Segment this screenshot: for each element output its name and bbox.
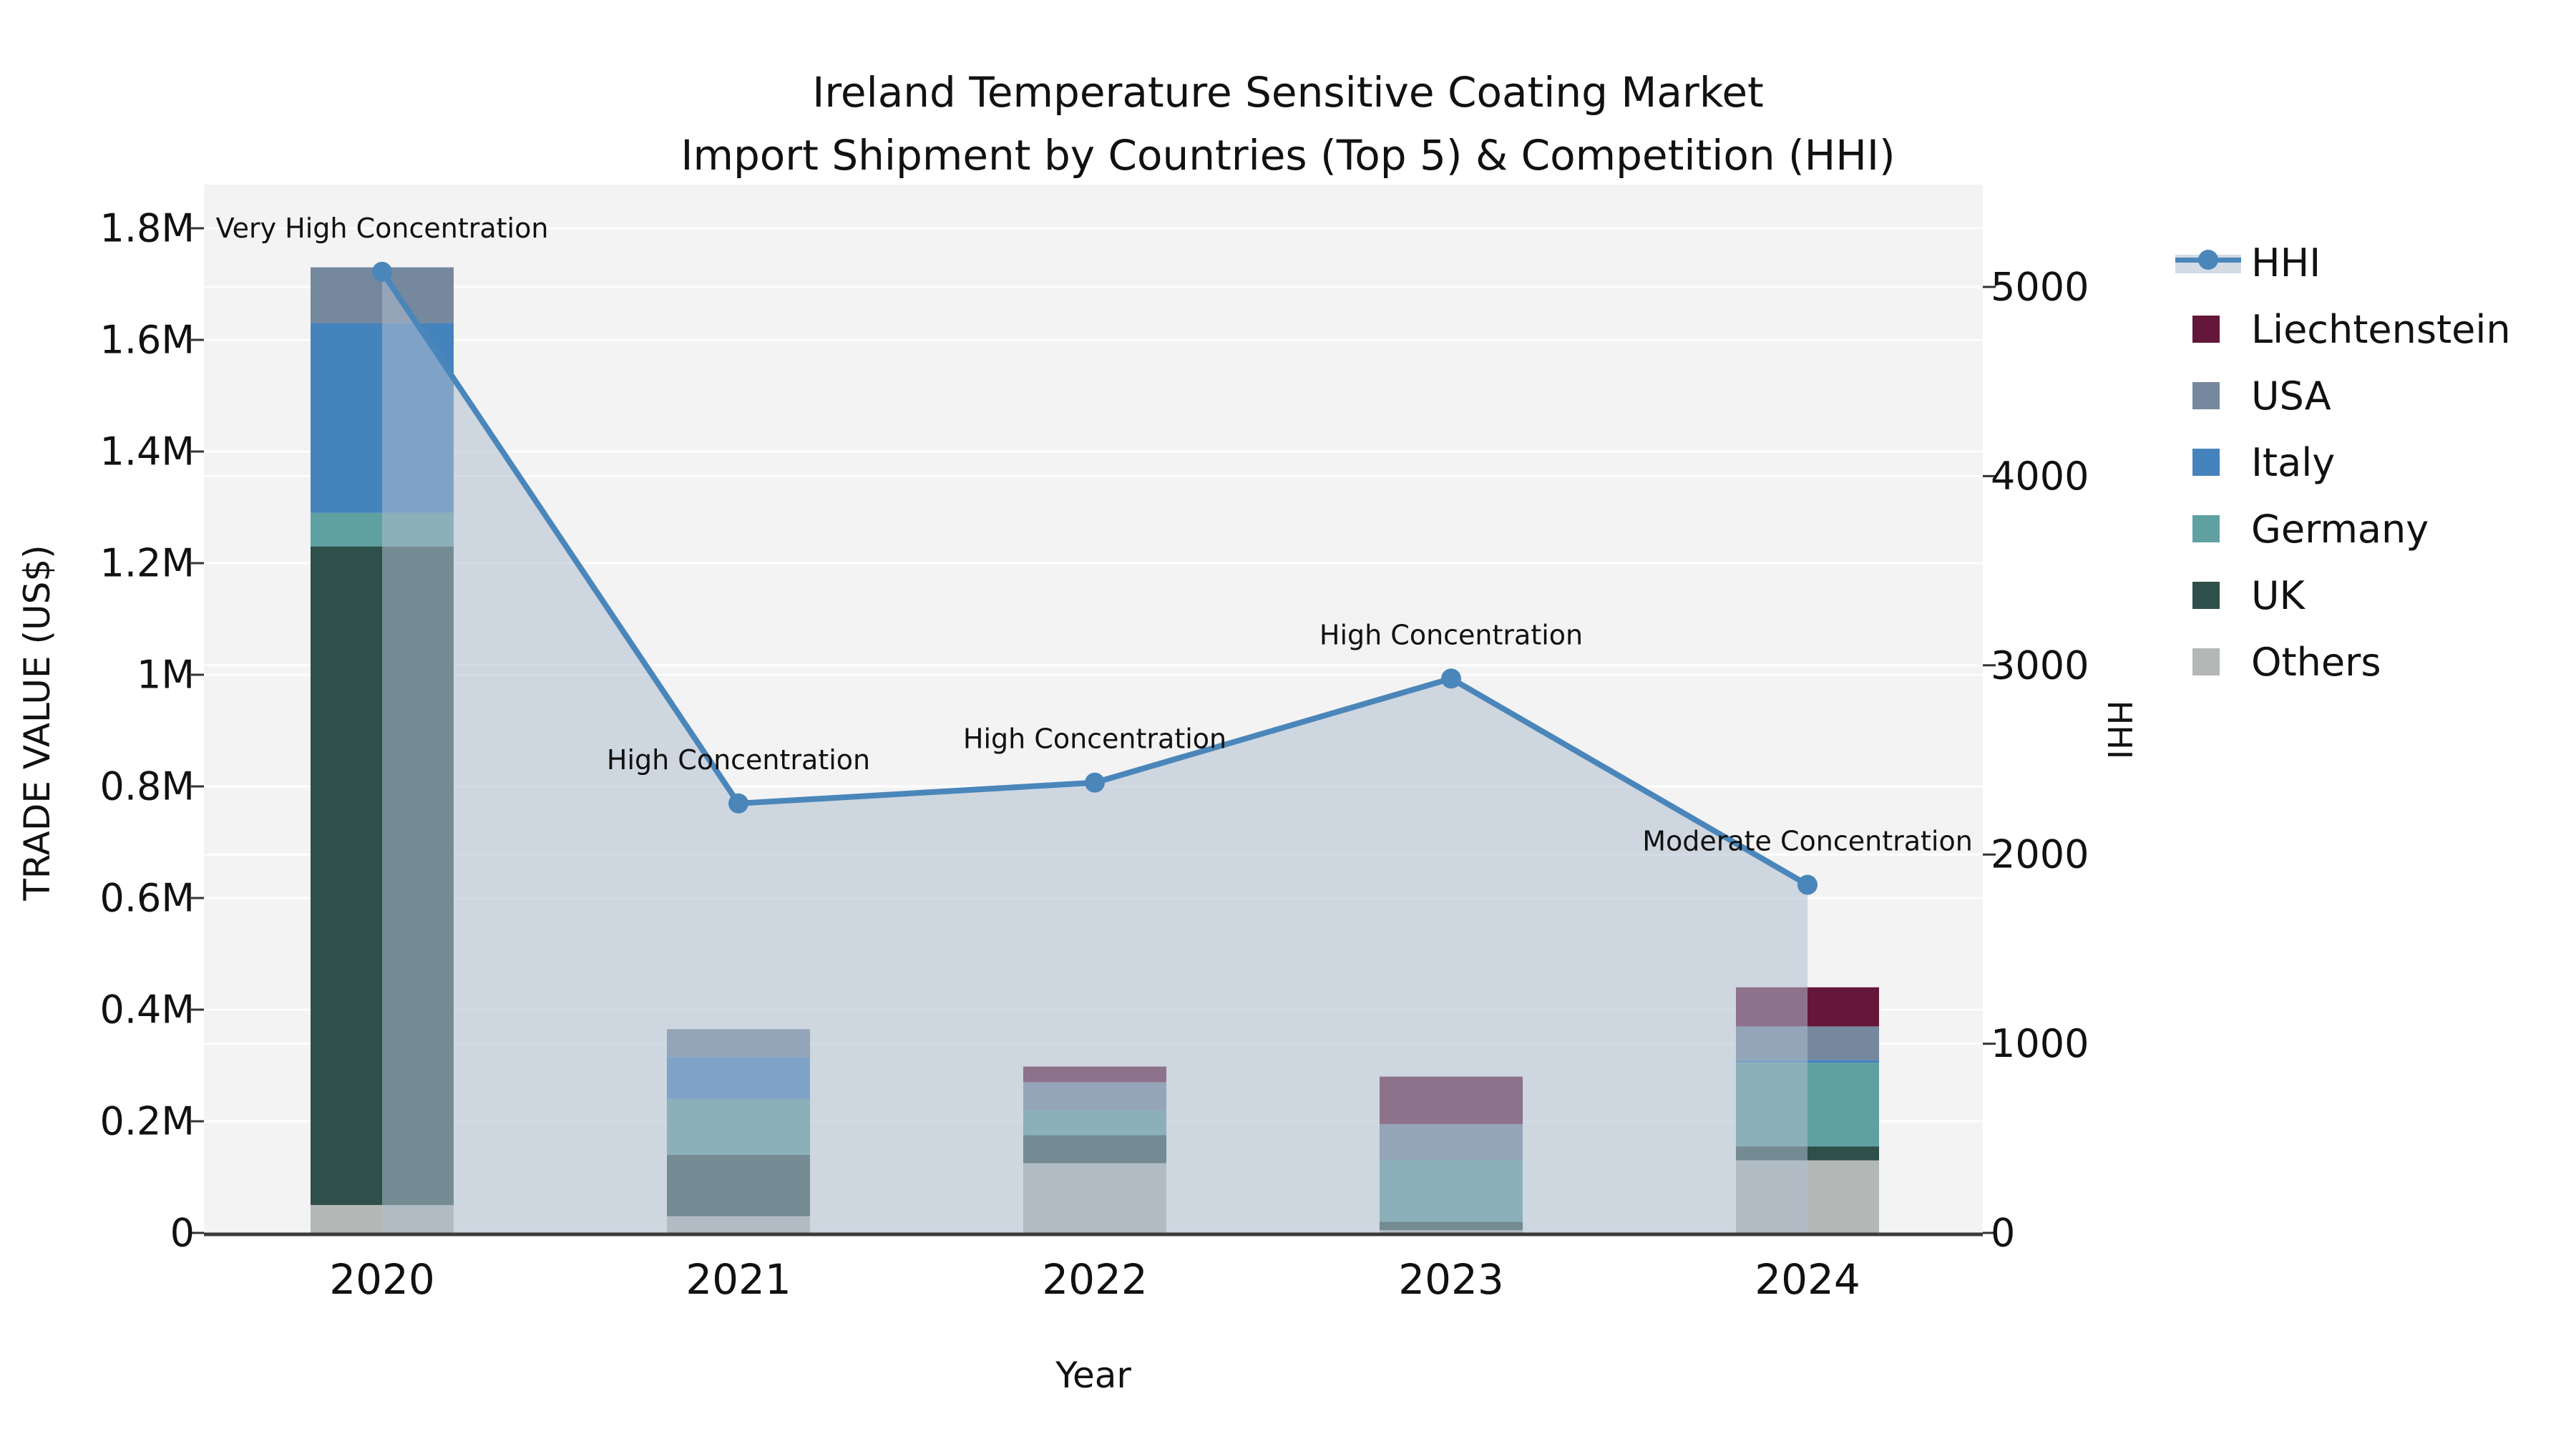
italy-color-swatch [2192, 449, 2220, 476]
legend-item-others: Others [2175, 640, 2511, 685]
y-left-tick-label-0: 0 [170, 1211, 195, 1256]
legend-label-uk: UK [2251, 572, 2305, 618]
x-tick-label-2022: 2022 [1042, 1255, 1148, 1304]
legend-label-germany: Germany [2251, 506, 2429, 552]
liechtenstein-color-swatch [2192, 316, 2220, 343]
y-left-tick-label-0.4M: 0.4M [100, 987, 195, 1033]
chart-title-line2: Import Shipment by Countries (Top 5) & C… [680, 131, 1896, 180]
y-left-tick-label-0.6M: 0.6M [100, 876, 195, 921]
y-right-tick-label-0: 0 [1991, 1211, 2015, 1256]
uk-color-swatch [2192, 582, 2220, 609]
y-left-tick-label-1.6M: 1.6M [100, 318, 195, 363]
germany-color-swatch [2192, 515, 2220, 542]
legend-item-germany: Germany [2175, 507, 2511, 552]
x-tick-label-2020: 2020 [329, 1255, 435, 1304]
hhi-area-fill [382, 271, 1807, 1233]
y-right-tick-label-5000: 5000 [1991, 265, 2089, 310]
hhi-marker-2022 [1085, 772, 1105, 793]
annotation-2020: Very High Concentration [216, 213, 549, 244]
hhi-marker-2023 [1441, 668, 1461, 689]
x-tick-label-2024: 2024 [1755, 1255, 1860, 1304]
legend: HHI Liechtenstein USA Italy Germany UK O… [2175, 240, 2511, 709]
others-color-swatch [2192, 648, 2220, 675]
y-right-tick-label-3000: 3000 [1991, 643, 2089, 688]
annotation-2021: High Concentration [607, 744, 870, 776]
legend-label-liechtenstein: Liechtenstein [2251, 306, 2511, 352]
x-axis-title: Year [1055, 1355, 1131, 1396]
x-tick-label-2023: 2023 [1398, 1255, 1504, 1304]
legend-label-hhi: HHI [2251, 240, 2321, 286]
legend-label-usa: USA [2251, 373, 2331, 419]
chart-title-line1: Ireland Temperature Sensitive Coating Ma… [812, 68, 1764, 117]
hhi-marker-2024 [1797, 874, 1818, 895]
hhi-marker-swatch [2198, 250, 2218, 270]
y-left-tick-label-1M: 1M [137, 653, 195, 698]
y-left-tick-label-1.4M: 1.4M [100, 429, 195, 474]
annotation-2022: High Concentration [963, 723, 1226, 755]
legend-label-others: Others [2251, 639, 2381, 685]
legend-item-hhi: HHI [2175, 240, 2511, 286]
y-left-tick-label-1.2M: 1.2M [100, 541, 195, 586]
legend-label-italy: Italy [2251, 439, 2336, 485]
annotation-2023: High Concentration [1319, 619, 1583, 650]
usa-color-swatch [2192, 382, 2220, 409]
annotation-2024: Moderate Concentration [1642, 826, 1973, 857]
y-left-tick-label-0.8M: 0.8M [100, 764, 195, 809]
legend-item-uk: UK [2175, 572, 2511, 618]
y-right-tick-label-4000: 4000 [1991, 454, 2089, 499]
y-left-tick-label-1.8M: 1.8M [100, 206, 195, 251]
x-tick-label-2021: 2021 [686, 1255, 791, 1304]
legend-item-usa: USA [2175, 374, 2511, 419]
hhi-marker-2021 [728, 793, 748, 814]
y-right-tick-label-2000: 2000 [1991, 832, 2089, 877]
legend-item-liechtenstein: Liechtenstein [2175, 307, 2511, 352]
hhi-marker-2020 [372, 261, 392, 282]
hhi-line-icon [2175, 243, 2241, 282]
y-left-tick-label-0.2M: 0.2M [100, 1099, 195, 1144]
legend-item-italy: Italy [2175, 439, 2511, 485]
y-right-tick-label-1000: 1000 [1991, 1021, 2089, 1066]
